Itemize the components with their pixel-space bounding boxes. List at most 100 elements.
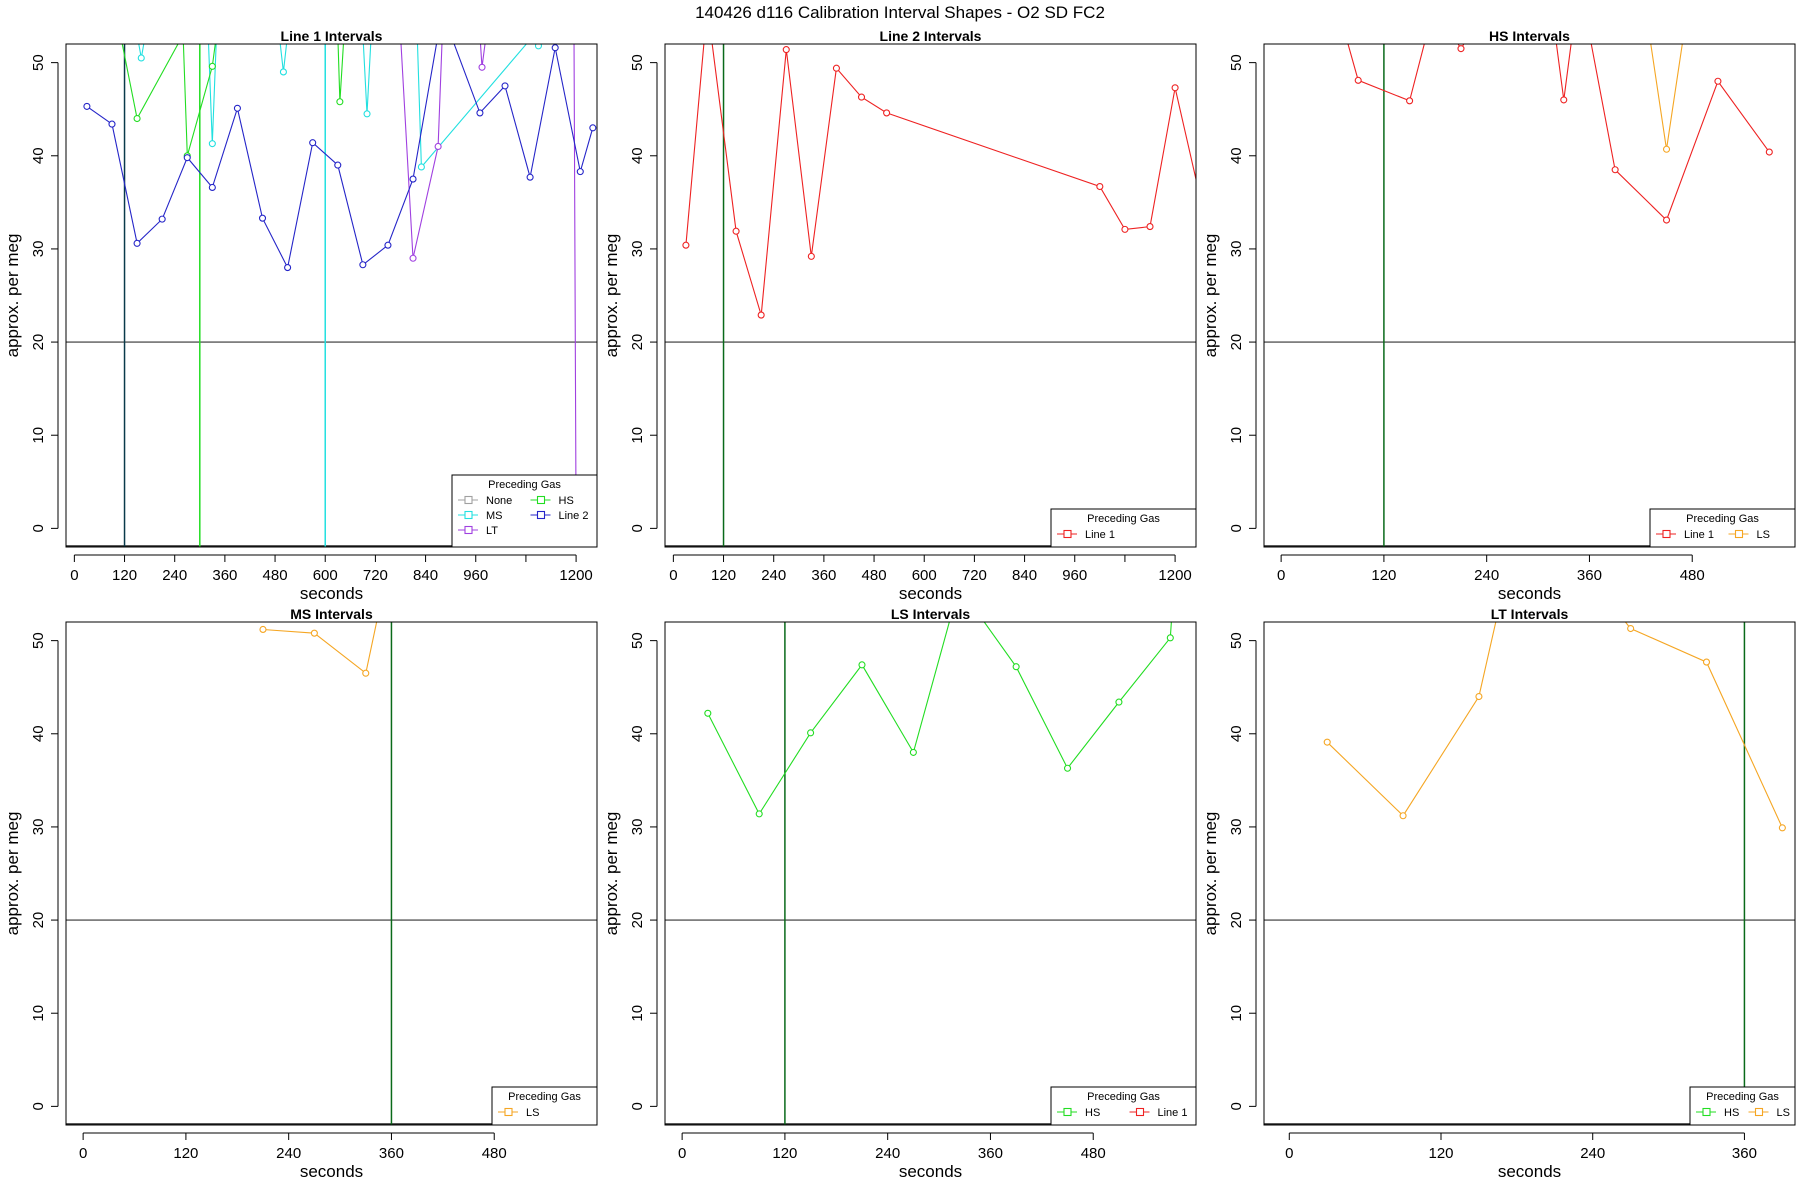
- x-tick-label: 240: [1580, 1145, 1605, 1162]
- data-point: [589, 124, 597, 132]
- data-point: [782, 46, 790, 54]
- plot-frame: [1263, 43, 1796, 548]
- series-line-line-1: [1347, 44, 1770, 222]
- x-axis-label: seconds: [899, 1162, 962, 1181]
- y-tick-label: 0: [629, 1102, 646, 1110]
- x-tick-label: 960: [463, 567, 488, 584]
- y-tick-label: 20: [629, 334, 646, 351]
- data-point: [183, 154, 191, 162]
- legend-entry: Line 2: [559, 510, 589, 522]
- y-tick-label: 50: [30, 54, 47, 71]
- x-tick-label: 840: [1012, 567, 1037, 584]
- data-point: [1146, 223, 1154, 231]
- panels: Line 1 Intervals 0 120 240 360 480 600 720 840 96…: [3, 28, 1796, 1181]
- data-point: [208, 140, 216, 148]
- series-line-lt: [400, 44, 577, 529]
- y-tick-label: 20: [30, 334, 47, 351]
- data-point: [576, 168, 584, 176]
- legend-swatch-marker: [1662, 529, 1671, 539]
- panel-title: LT Intervals: [1491, 606, 1569, 622]
- legend-swatch-marker: [1135, 1107, 1145, 1117]
- x-tick-label: 120: [772, 1145, 797, 1162]
- data-point: [133, 239, 141, 247]
- y-tick-label: 40: [629, 725, 646, 742]
- series-line-ls: [1326, 622, 1783, 829]
- data-point: [534, 44, 543, 50]
- data-point: [1778, 824, 1786, 832]
- data-point: [1323, 738, 1331, 746]
- x-tick-label: 480: [263, 567, 288, 584]
- legend-title: Preceding Gas: [488, 479, 561, 491]
- data-point: [362, 669, 370, 677]
- data-point: [1096, 182, 1104, 191]
- legend: Preceding Gas None MS LT HS Line 2: [451, 474, 598, 548]
- y-axis-label: approx. per meg: [602, 812, 621, 936]
- y-tick-label: 50: [1228, 54, 1245, 71]
- series-line-line-2: [86, 44, 594, 270]
- legend-box: [1649, 508, 1796, 548]
- x-axis-label: seconds: [1498, 584, 1561, 603]
- data-point: [1012, 663, 1020, 671]
- data-point: [1627, 624, 1635, 633]
- legend-swatch-marker: [504, 1107, 513, 1117]
- legend: Preceding Gas LS: [491, 1086, 598, 1126]
- legend-entry: HS: [1085, 1107, 1100, 1119]
- x-tick-label: 360: [811, 567, 836, 584]
- x-tick-label: 480: [862, 567, 887, 584]
- data-point: [208, 62, 216, 70]
- legend-entry: LS: [526, 1107, 539, 1119]
- legend-title: Preceding Gas: [1706, 1091, 1779, 1103]
- legend-swatch-marker: [464, 510, 473, 520]
- data-point: [284, 264, 292, 272]
- legend-entry: LS: [1777, 1107, 1790, 1119]
- x-tick-label: 0: [1285, 1145, 1293, 1162]
- legend-swatch-marker: [1702, 1107, 1711, 1117]
- plot-frame: [65, 621, 598, 1126]
- y-tick-label: 0: [30, 1102, 47, 1110]
- legend-swatch-marker: [1754, 1107, 1764, 1117]
- legend-entry: LT: [486, 525, 498, 537]
- data-point: [233, 104, 241, 112]
- data-point: [1171, 84, 1179, 92]
- x-tick-label: 480: [1081, 1145, 1106, 1162]
- data-point: [384, 241, 392, 249]
- x-tick-label: 480: [1680, 567, 1705, 584]
- y-axis-label: approx. per meg: [3, 234, 22, 358]
- x-tick-label: 240: [761, 567, 786, 584]
- data-point: [1714, 77, 1722, 85]
- legend-swatch-marker: [1734, 529, 1744, 539]
- x-axis-label: seconds: [300, 1162, 363, 1181]
- data-point: [526, 173, 534, 181]
- data-point: [1662, 216, 1671, 224]
- x-tick-label: 360: [978, 1145, 1003, 1162]
- y-tick-label: 20: [629, 912, 646, 929]
- panel-4: MS Intervals 0 120 240 360 480 seconds 0 10 20 30 4…: [3, 606, 598, 1181]
- y-tick-label: 20: [1228, 334, 1245, 351]
- y-tick-label: 0: [629, 524, 646, 532]
- legend-swatch-marker: [536, 510, 546, 520]
- y-tick-label: 10: [629, 427, 646, 444]
- data-point: [334, 161, 342, 169]
- data-point: [137, 54, 145, 62]
- data-point: [83, 102, 91, 110]
- data-point: [832, 64, 840, 72]
- series-line-hs: [707, 622, 1172, 816]
- x-tick-label: 960: [1062, 567, 1087, 584]
- legend-entry: LS: [1757, 529, 1770, 541]
- x-tick-label: 0: [678, 1145, 686, 1162]
- y-axis-label: approx. per meg: [1201, 234, 1220, 358]
- data-point: [478, 63, 486, 71]
- legend-entry: Line 1: [1085, 529, 1115, 541]
- x-tick-label: 600: [912, 567, 937, 584]
- y-tick-label: 30: [629, 241, 646, 258]
- panel-5: LS Intervals 0 120 240 360 480 seconds 0 10 20 30 4…: [602, 606, 1197, 1181]
- panel-title: Line 1 Intervals: [281, 28, 383, 44]
- legend: Preceding Gas Line 1 LS: [1649, 508, 1796, 548]
- panel-6: LT Intervals 0 120 240 360 seconds 0 10 20 30 40 50…: [1201, 606, 1796, 1181]
- x-tick-label: 600: [313, 567, 338, 584]
- panel-title: MS Intervals: [290, 606, 373, 622]
- x-tick-label: 0: [669, 567, 677, 584]
- data-point: [757, 311, 765, 319]
- x-tick-label: 120: [1371, 567, 1396, 584]
- x-tick-label: 840: [413, 567, 438, 584]
